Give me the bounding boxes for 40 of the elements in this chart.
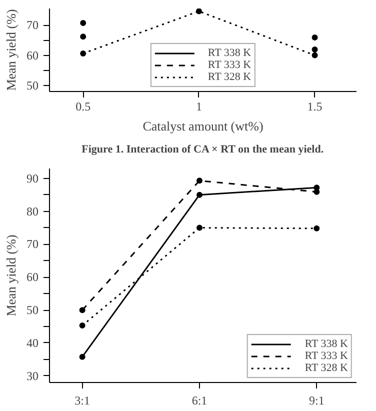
point	[80, 20, 86, 26]
y-tick-label: 40	[26, 336, 38, 350]
y-tick-label: 90	[26, 171, 38, 186]
legend-label: RT 338 K	[304, 338, 348, 350]
point	[80, 50, 86, 56]
y-tick-label: 30	[26, 368, 38, 383]
y-tick-label: 50	[26, 78, 38, 92]
y-axis-title: Mean yield (%)	[4, 234, 18, 316]
y-tick-label: 80	[26, 204, 38, 218]
caption: Figure 1. Interaction of CA × RT on the mean yield.	[82, 144, 324, 156]
point	[312, 52, 318, 58]
x-tick-label: 3:1	[74, 394, 90, 408]
x-tick-label: 0.5	[76, 100, 91, 114]
x-tick-label: 1.5	[307, 100, 322, 114]
y-tick-label: 50	[26, 303, 38, 318]
y-axis-title: Mean yield (%)	[4, 9, 18, 91]
point	[196, 224, 202, 231]
x-tick-label: 1	[196, 100, 202, 114]
x-tick-label: 9:1	[308, 394, 324, 408]
point	[196, 192, 202, 198]
point	[312, 46, 318, 53]
point	[79, 322, 86, 329]
point	[312, 34, 318, 40]
x-axis-title: Catalyst amount (wt%)	[142, 118, 264, 134]
point	[196, 178, 202, 184]
point	[79, 307, 86, 314]
legend-label: RT 328 K	[208, 71, 252, 83]
point	[314, 225, 320, 232]
point	[196, 8, 202, 14]
point	[79, 354, 86, 360]
y-tick-label: 70	[26, 18, 38, 32]
legend-label: RT 333 K	[304, 350, 348, 362]
legend-label: RT 328 K	[304, 362, 348, 374]
point	[80, 34, 86, 40]
y-tick-label: 70	[26, 237, 38, 252]
y-tick-label: 60	[26, 48, 38, 62]
x-tick-label: 6:1	[192, 394, 208, 408]
y-tick-label: 60	[26, 270, 38, 284]
legend-label: RT 333 K	[208, 59, 252, 71]
legend-label: RT 338 K	[208, 47, 252, 59]
